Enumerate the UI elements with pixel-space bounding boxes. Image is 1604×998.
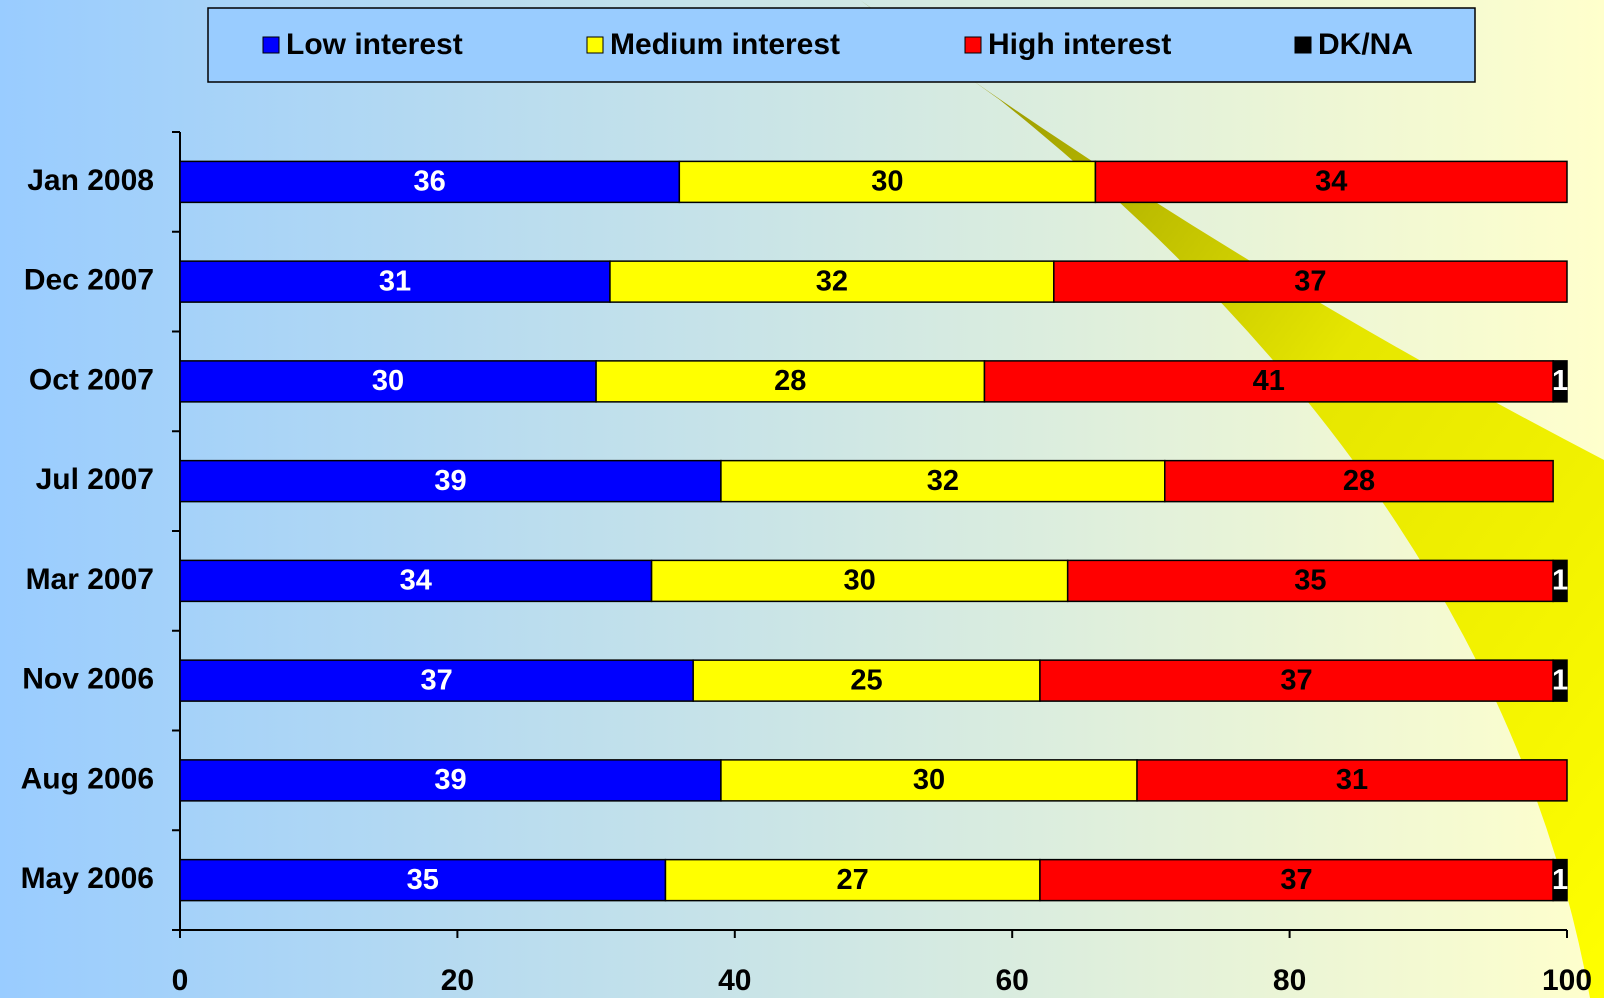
data-label: 41 [1253,365,1285,397]
data-label: 31 [379,265,411,297]
data-label: 37 [420,664,452,696]
data-label: 28 [774,365,806,397]
data-label: 1 [1552,864,1568,896]
x-tick-label: 40 [718,964,751,997]
bar-segment [1552,858,1568,902]
legend-swatch [964,36,982,54]
data-label: 32 [927,465,959,497]
data-label: 36 [414,166,446,198]
data-label: 1 [1552,565,1568,597]
bar-segment [983,360,1554,403]
bar-segment [1053,260,1568,303]
bar-segment [1039,659,1554,702]
bar-segment [1094,160,1568,204]
data-label: 25 [850,664,882,696]
data-label: 31 [1336,764,1368,796]
bar-segment [179,160,681,204]
data-label: 30 [372,365,404,397]
data-label: 30 [843,565,875,597]
data-label: 37 [1280,864,1312,896]
data-label: 34 [400,565,432,597]
bar-segment [179,759,722,802]
bar-segment [692,659,1041,702]
data-label: 28 [1343,465,1375,497]
y-tick-label: Mar 2007 [26,563,154,596]
bar-segment [1552,559,1568,603]
bar-segment [179,858,667,902]
data-label: 37 [1294,265,1326,297]
legend-label: High interest [988,28,1171,61]
legend-swatch [586,36,604,54]
data-label: 30 [871,166,903,198]
legend-box [207,7,1476,83]
y-tick-label: Jul 2007 [36,463,154,496]
data-label: 39 [434,764,466,796]
data-label: 39 [434,465,466,497]
x-tick-label: 100 [1542,964,1592,997]
y-tick-label: Oct 2007 [29,363,154,396]
bar-segment [179,260,611,303]
legend-swatch [262,36,280,54]
legend-swatch [1294,36,1312,54]
data-label: 1 [1552,365,1568,397]
bar-segment [595,360,986,403]
bar-segment [609,260,1055,303]
data-label: 32 [816,265,848,297]
y-tick-label: Dec 2007 [24,264,154,297]
data-label: 35 [407,864,439,896]
bar-segment [1136,759,1568,802]
x-tick-label: 60 [996,964,1029,997]
bar-segment [1552,360,1568,403]
bar-segment [179,559,653,603]
data-label: 30 [913,764,945,796]
legend-label: Low interest [286,28,463,61]
y-tick-label: Jan 2008 [27,164,154,197]
data-label: 37 [1280,664,1312,696]
data-label: 1 [1552,664,1568,696]
data-label: 27 [837,864,869,896]
y-tick-label: Aug 2006 [21,762,154,795]
bar-segment [1164,459,1554,503]
y-tick-label: Nov 2006 [22,663,154,696]
bar-segment [1552,659,1568,702]
data-label: 35 [1294,565,1326,597]
legend-label: Medium interest [610,28,840,61]
x-tick-label: 80 [1273,964,1306,997]
x-tick-label: 0 [172,964,189,997]
x-tick-label: 20 [441,964,474,997]
data-label: 34 [1315,166,1347,198]
bar-segment [1039,858,1554,902]
legend-label: DK/NA [1318,28,1413,61]
bar-segment [179,659,694,702]
bar-segment [179,360,597,403]
y-tick-label: May 2006 [21,862,154,895]
